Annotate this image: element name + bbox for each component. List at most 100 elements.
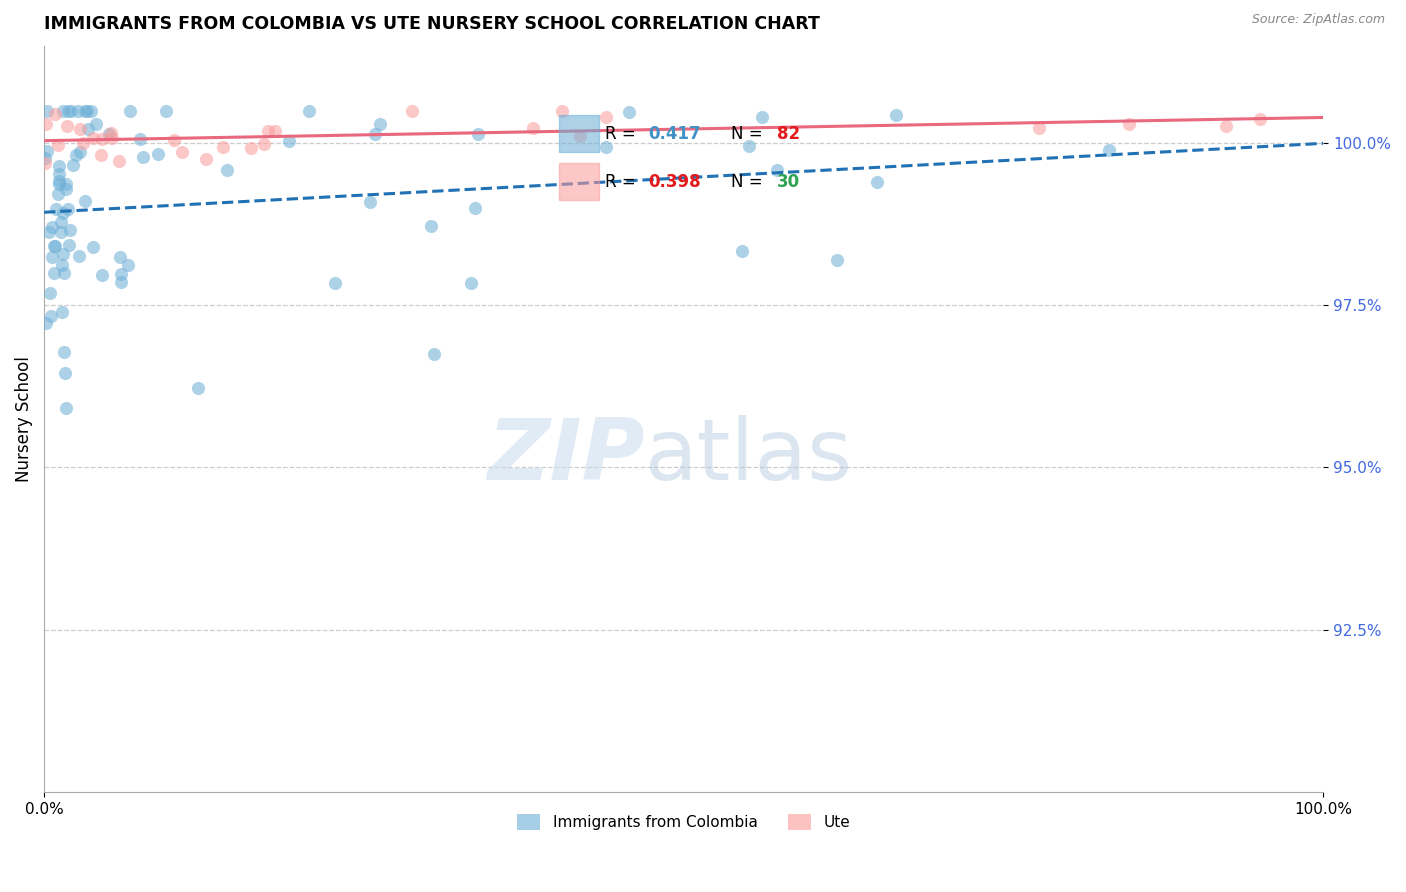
Point (56, 119, 79, 133)
Point (44, 266, 66, 280)
Point (551, 103, 574, 118)
Point (53, 265, 76, 279)
Point (368, 118, 391, 132)
Point (467, 127, 489, 141)
Point (1215, 119, 1237, 133)
Point (215, 163, 238, 178)
Point (58, 223, 80, 237)
Point (67, 104, 90, 119)
Point (45, 202, 67, 216)
Point (58, 237, 80, 252)
Point (65, 148, 87, 162)
Point (69, 145, 91, 160)
Point (172, 145, 194, 160)
Point (39, 286, 62, 301)
Point (110, 267, 132, 281)
Point (75, 103, 97, 118)
Point (1118, 117, 1140, 131)
Point (264, 124, 287, 138)
Point (766, 163, 789, 178)
Point (464, 201, 486, 215)
Point (595, 139, 617, 153)
Point (107, 154, 129, 169)
Point (110, 276, 132, 290)
Point (97, 127, 120, 141)
Point (51, 305, 73, 319)
Point (76, 103, 98, 118)
Point (730, 244, 752, 259)
Point (55, 178, 77, 192)
Point (90, 148, 112, 162)
Point (619, 105, 641, 120)
Point (48, 174, 70, 188)
Point (55, 181, 77, 195)
Point (72, 136, 94, 150)
Point (117, 258, 139, 272)
Point (364, 127, 387, 141)
Point (253, 136, 276, 151)
Point (41, 220, 63, 235)
Point (825, 252, 848, 267)
Point (69, 249, 91, 263)
Point (751, 110, 773, 124)
Y-axis label: Nursery School: Nursery School (15, 356, 32, 482)
Point (52, 344, 75, 359)
Point (77, 121, 100, 136)
Point (51, 225, 73, 239)
Point (1249, 112, 1271, 126)
Point (118, 103, 141, 118)
Point (108, 250, 131, 264)
Point (38, 225, 60, 239)
Point (82, 131, 104, 145)
Point (162, 133, 184, 147)
Point (34, 151, 56, 165)
Point (422, 347, 444, 361)
Point (34, 156, 56, 170)
Text: Source: ZipAtlas.com: Source: ZipAtlas.com (1251, 13, 1385, 27)
Point (737, 138, 759, 153)
Point (187, 381, 209, 395)
Point (278, 134, 301, 148)
Point (44, 107, 66, 121)
Point (240, 141, 263, 155)
Point (48, 159, 70, 173)
Point (80, 103, 103, 118)
Point (1098, 143, 1121, 157)
Point (595, 110, 617, 124)
Point (49, 215, 72, 229)
Point (522, 120, 544, 135)
Point (194, 152, 217, 166)
Point (48, 177, 70, 191)
Legend: Immigrants from Colombia, Ute: Immigrants from Colombia, Ute (512, 808, 856, 837)
Point (52, 246, 75, 260)
Point (35, 117, 58, 131)
Point (82, 240, 104, 254)
Point (401, 103, 423, 118)
Point (359, 194, 381, 209)
Point (69, 121, 91, 136)
Point (866, 175, 889, 189)
Point (35, 103, 58, 118)
Point (91, 268, 114, 283)
Point (129, 131, 152, 145)
Point (48, 167, 70, 181)
Point (62, 158, 84, 172)
Point (41, 250, 63, 264)
Point (51, 258, 73, 272)
Point (569, 129, 592, 144)
Point (257, 124, 280, 138)
Point (42, 238, 65, 252)
Point (211, 139, 233, 153)
Point (56, 103, 79, 118)
Point (155, 103, 177, 118)
Point (101, 130, 124, 145)
Point (460, 277, 482, 291)
Point (46, 186, 69, 201)
Point (56, 202, 79, 217)
Point (41, 309, 63, 323)
Point (51, 205, 73, 219)
Point (884, 108, 907, 122)
Text: atlas: atlas (645, 415, 853, 498)
Point (420, 219, 443, 233)
Point (55, 401, 77, 415)
